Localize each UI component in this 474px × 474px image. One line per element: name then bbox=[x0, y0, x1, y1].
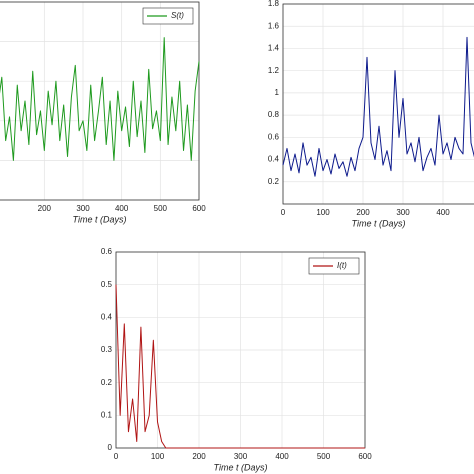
y-tick-label: 0.4 bbox=[268, 155, 280, 164]
x-tick-label: 500 bbox=[317, 452, 331, 461]
plot-frame bbox=[0, 1, 200, 201]
x-tick-label: 400 bbox=[436, 208, 450, 217]
series-line bbox=[115, 284, 365, 449]
x-tick-label: 100 bbox=[316, 208, 330, 217]
x-axis-label: Time t (Days) bbox=[352, 218, 406, 228]
legend-label: S(t) bbox=[171, 11, 184, 20]
series-line bbox=[282, 36, 474, 177]
x-tick-label: 0 bbox=[281, 208, 286, 217]
y-tick-label: 0 bbox=[108, 443, 113, 452]
y-tick-label: 0.4 bbox=[101, 312, 113, 321]
panel: 0 0.1 0.2 0.3 0.4 0.5 0.6 0 100 200 300 400 500 600 Ti… bbox=[101, 247, 372, 472]
x-tick-label: 0 bbox=[114, 452, 119, 461]
y-tick-label: 0.6 bbox=[268, 132, 280, 141]
x-tick-label: 300 bbox=[396, 208, 410, 217]
plot-frame bbox=[282, 3, 474, 205]
y-tick-label: 1.2 bbox=[268, 66, 280, 75]
x-tick-label: 600 bbox=[358, 452, 372, 461]
x-tick-label: 500 bbox=[154, 204, 168, 213]
plot-area bbox=[283, 4, 474, 204]
y-tick-label: 0.6 bbox=[101, 247, 113, 256]
y-tick-label: 0.2 bbox=[268, 177, 280, 186]
series-line bbox=[0, 37, 200, 161]
x-tick-label: 400 bbox=[115, 204, 129, 213]
x-tick-label: 600 bbox=[192, 204, 206, 213]
y-tick-label: 0.2 bbox=[101, 378, 113, 387]
y-tick-label: 0.3 bbox=[101, 345, 113, 354]
x-tick-label: 200 bbox=[192, 452, 206, 461]
x-tick-label: 200 bbox=[356, 208, 370, 217]
x-tick-label: 100 bbox=[151, 452, 165, 461]
x-tick-label: 400 bbox=[275, 452, 289, 461]
y-tick-label: 1.4 bbox=[268, 44, 280, 53]
x-tick-label: 300 bbox=[76, 204, 90, 213]
y-tick-label: 1.8 bbox=[268, 0, 280, 8]
x-tick-label: 200 bbox=[38, 204, 52, 213]
y-tick-label: 1.6 bbox=[268, 21, 280, 30]
panel: 00.20.40.60.81200300400500600Time t (Day… bbox=[0, 1, 206, 224]
legend-box bbox=[308, 257, 360, 275]
y-tick-label: 0.5 bbox=[101, 280, 113, 289]
panel: 0.2 0.4 0.6 0.8 1 1.2 1.4 1.6 1.8 0 100 200 300 400 Ti… bbox=[268, 0, 474, 228]
legend-label: I(t) bbox=[337, 261, 347, 270]
legend-box bbox=[142, 7, 194, 25]
y-tick-label: 1 bbox=[275, 88, 280, 97]
x-axis-label: Time t (Days) bbox=[214, 462, 268, 472]
x-axis-label: Time t (Days) bbox=[73, 214, 127, 224]
y-tick-label: 0.8 bbox=[268, 110, 280, 119]
y-tick-label: 0.1 bbox=[101, 410, 113, 419]
x-tick-label: 300 bbox=[234, 452, 248, 461]
